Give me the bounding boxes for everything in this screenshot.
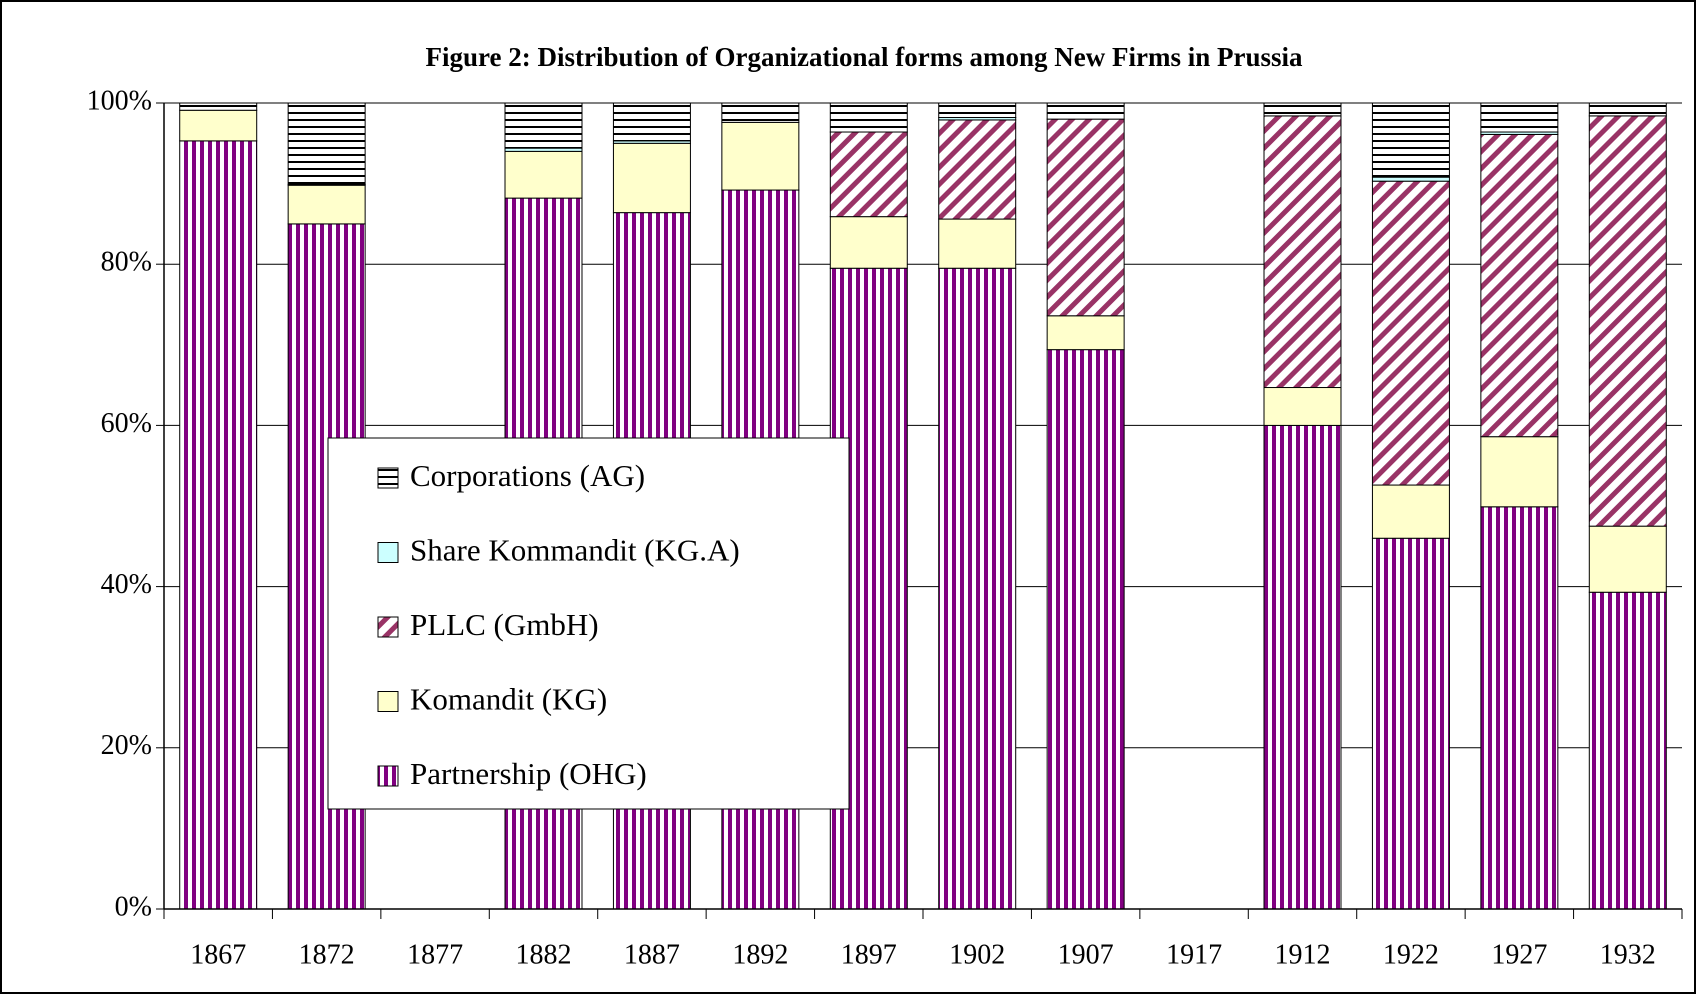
x-tick-label: 1882	[516, 939, 572, 970]
y-tick-label: 0%	[115, 891, 152, 922]
bar-segment	[612, 142, 691, 214]
y-tick-label: 40%	[101, 569, 152, 600]
x-tick-label: 1892	[732, 939, 788, 970]
bar-segment	[179, 109, 258, 142]
y-tick-label: 100%	[87, 85, 152, 116]
bar-segment	[1588, 591, 1667, 910]
legend-swatch	[377, 691, 399, 712]
x-tick-label: 1927	[1491, 939, 1547, 970]
x-tick-label: 1932	[1600, 939, 1656, 970]
bar-segment	[287, 102, 366, 185]
bar-segment	[179, 140, 258, 910]
x-tick-label: 1912	[1275, 939, 1331, 970]
bar-segment	[1046, 349, 1125, 910]
legend-swatch	[377, 765, 399, 787]
bar-segment	[1371, 180, 1450, 486]
bar-segment	[1480, 102, 1559, 133]
legend-label: Partnership (OHG)	[410, 756, 647, 791]
bar-segment	[1046, 118, 1125, 317]
bar-segment	[1046, 315, 1125, 351]
legend-swatch	[377, 616, 399, 638]
bar-segment	[504, 150, 583, 199]
x-tick-label: 1922	[1383, 939, 1439, 970]
bar-segment	[829, 131, 908, 218]
bar-segment	[1588, 115, 1667, 527]
bar-segment	[829, 102, 908, 133]
bar-segment	[504, 102, 583, 149]
bar-segment	[1480, 436, 1559, 508]
bar-segment	[179, 102, 258, 111]
bar-segment	[1263, 387, 1342, 426]
y-tick-label: 20%	[101, 730, 152, 761]
bar-segment	[1588, 102, 1667, 117]
bar-segment	[721, 102, 800, 123]
bar-segment	[1263, 424, 1342, 910]
x-tick-label: 1867	[190, 939, 246, 970]
bar-segment	[1371, 484, 1450, 539]
bar-segment	[1371, 176, 1450, 182]
bar-segment	[1263, 115, 1342, 389]
legend-label: Corporations (AG)	[410, 458, 645, 493]
bar-segment	[721, 121, 800, 191]
y-tick-label: 80%	[101, 247, 152, 278]
x-tick-label: 1917	[1166, 939, 1222, 970]
x-tick-label: 1872	[299, 939, 355, 970]
x-tick-label: 1907	[1058, 939, 1114, 970]
bar-segment	[1046, 102, 1125, 120]
bar-segment	[1371, 102, 1450, 178]
bar-segment	[1588, 525, 1667, 593]
bar-segment	[938, 267, 1017, 910]
legend	[327, 437, 850, 810]
x-tick-label: 1887	[624, 939, 680, 970]
x-tick-label: 1902	[949, 939, 1005, 970]
bar-segment	[1480, 133, 1559, 438]
bar-segment	[612, 102, 691, 142]
legend-label: PLLC (GmbH)	[410, 607, 599, 642]
x-tick-label: 1897	[841, 939, 897, 970]
bar-segment	[287, 184, 366, 225]
bar-segment	[938, 218, 1017, 269]
legend-swatch	[377, 542, 399, 563]
bar-segment	[1263, 102, 1342, 117]
bar-segment	[938, 102, 1017, 119]
legend-label: Komandit (KG)	[410, 682, 607, 717]
chart-title: Figure 2: Distribution of Organizational…	[426, 42, 1303, 72]
legend-swatch	[377, 467, 399, 489]
x-tick-label: 1877	[407, 939, 463, 970]
y-tick-label: 60%	[101, 408, 152, 439]
bar-segment	[829, 216, 908, 269]
bar-segment	[1371, 537, 1450, 910]
legend-label: Share Kommandit (KG.A)	[410, 533, 740, 568]
bar-segment	[938, 119, 1017, 220]
bar-segment	[1480, 506, 1559, 910]
